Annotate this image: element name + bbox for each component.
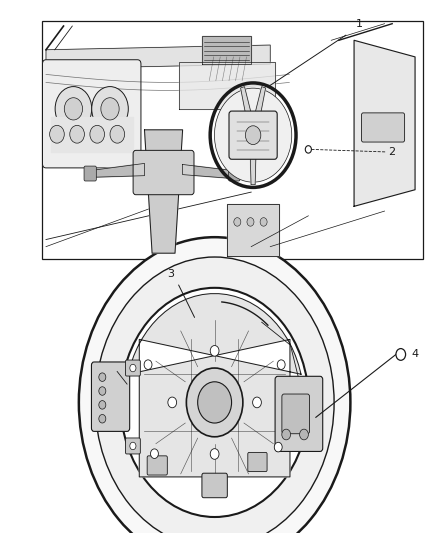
FancyBboxPatch shape <box>125 360 140 376</box>
FancyBboxPatch shape <box>42 60 141 168</box>
Circle shape <box>210 345 219 356</box>
Polygon shape <box>227 204 279 256</box>
Polygon shape <box>145 130 183 253</box>
FancyBboxPatch shape <box>92 362 130 431</box>
FancyBboxPatch shape <box>125 438 140 454</box>
Circle shape <box>305 146 311 153</box>
Polygon shape <box>46 45 270 69</box>
Bar <box>42 21 423 259</box>
Circle shape <box>110 125 125 143</box>
Circle shape <box>79 237 350 533</box>
Polygon shape <box>92 164 145 177</box>
FancyBboxPatch shape <box>202 473 227 498</box>
Circle shape <box>198 382 232 423</box>
Circle shape <box>277 360 285 369</box>
Circle shape <box>151 449 159 458</box>
FancyBboxPatch shape <box>84 166 96 181</box>
Circle shape <box>396 349 406 360</box>
Text: 4: 4 <box>412 350 419 359</box>
Circle shape <box>99 401 106 409</box>
Polygon shape <box>354 41 415 206</box>
Circle shape <box>247 217 254 226</box>
FancyBboxPatch shape <box>275 376 323 451</box>
Polygon shape <box>50 117 133 152</box>
Circle shape <box>260 217 267 226</box>
Polygon shape <box>201 36 251 64</box>
Circle shape <box>274 442 282 452</box>
Circle shape <box>144 360 152 369</box>
FancyBboxPatch shape <box>248 453 267 472</box>
Polygon shape <box>179 62 275 109</box>
Circle shape <box>92 86 128 131</box>
FancyBboxPatch shape <box>229 166 240 181</box>
Polygon shape <box>128 294 301 477</box>
Circle shape <box>99 373 106 382</box>
FancyBboxPatch shape <box>147 456 167 475</box>
Circle shape <box>64 98 83 120</box>
Circle shape <box>101 98 119 120</box>
Circle shape <box>245 126 261 144</box>
Polygon shape <box>253 87 265 123</box>
Circle shape <box>130 442 136 450</box>
Circle shape <box>130 365 136 372</box>
Polygon shape <box>240 87 253 123</box>
FancyBboxPatch shape <box>361 113 405 142</box>
Circle shape <box>99 387 106 395</box>
Polygon shape <box>183 165 231 179</box>
Polygon shape <box>250 149 256 185</box>
FancyBboxPatch shape <box>282 394 310 434</box>
Text: 3: 3 <box>167 270 174 279</box>
Circle shape <box>120 288 309 517</box>
Circle shape <box>168 397 177 408</box>
Circle shape <box>90 125 105 143</box>
FancyBboxPatch shape <box>133 150 194 195</box>
Circle shape <box>282 429 290 440</box>
Circle shape <box>49 125 64 143</box>
Circle shape <box>187 368 243 437</box>
Circle shape <box>70 125 85 143</box>
Circle shape <box>234 217 241 226</box>
Circle shape <box>215 88 292 182</box>
Text: 2: 2 <box>389 147 396 157</box>
Circle shape <box>95 257 334 533</box>
Circle shape <box>300 429 308 440</box>
Circle shape <box>99 415 106 423</box>
Circle shape <box>55 86 92 131</box>
FancyBboxPatch shape <box>229 111 277 159</box>
Text: 1: 1 <box>356 19 363 29</box>
Circle shape <box>253 397 261 408</box>
Circle shape <box>210 449 219 459</box>
